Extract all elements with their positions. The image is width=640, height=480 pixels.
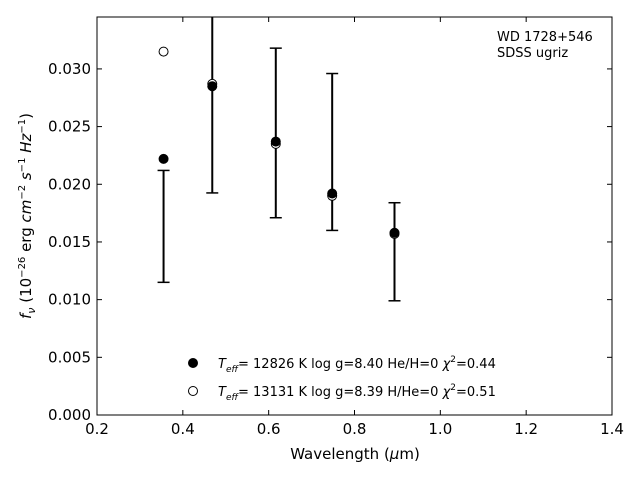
x-tick-label: 1.2 xyxy=(514,420,538,438)
open-marker-1 xyxy=(158,46,169,57)
legend-entry-2: Teff= 13131 K log g=8.39 H/He=0 χ2=0.51 xyxy=(218,383,496,403)
y-tick-label: 0.020 xyxy=(48,175,91,193)
errorbar-1 xyxy=(157,169,170,284)
y-tick-label: 0.010 xyxy=(48,291,91,309)
x-tick-label: 1.0 xyxy=(428,420,452,438)
filled-marker-1 xyxy=(158,153,169,164)
x-tick-label: 1.4 xyxy=(600,420,624,438)
x-tick-label: 0.8 xyxy=(343,420,367,438)
x-axis-label: Wavelength (μm) xyxy=(290,445,420,463)
legend-entry-1: Teff= 12826 K log g=8.40 He/H=0 χ2=0.44 xyxy=(218,355,496,375)
observed-errorbars xyxy=(157,17,401,302)
errorbar-4 xyxy=(326,72,339,232)
annotation-line-2: SDSS ugriz xyxy=(497,46,568,61)
axes-frame xyxy=(96,16,613,416)
y-tick-label: 0.025 xyxy=(48,118,91,136)
x-tick-label: 0.2 xyxy=(85,420,109,438)
y-tick-label: 0.030 xyxy=(48,60,91,78)
annotation: WD 1728+546 SDSS ugriz xyxy=(497,30,593,61)
errorbar-3 xyxy=(269,47,282,219)
y-tick-label: 0.000 xyxy=(48,406,91,424)
legend-marker-open xyxy=(188,386,198,396)
y-tick-label: 0.005 xyxy=(48,348,91,366)
legend-marker-filled xyxy=(188,358,198,368)
x-tick-label: 0.6 xyxy=(257,420,281,438)
filled-marker-3 xyxy=(270,136,281,147)
model-markers xyxy=(158,46,400,239)
x-tick-label: 0.4 xyxy=(171,420,195,438)
filled-marker-4 xyxy=(327,188,338,199)
annotation-line-1: WD 1728+546 xyxy=(497,30,593,45)
y-tick-label: 0.015 xyxy=(48,233,91,251)
errorbar-2 xyxy=(206,17,219,194)
legend: Teff= 12826 K log g=8.40 He/H=0 χ2=0.44 … xyxy=(188,355,496,403)
filled-marker-5 xyxy=(389,227,400,238)
errorbar-5 xyxy=(388,201,401,302)
filled-marker-2 xyxy=(207,81,218,92)
y-axis-label: fν (10−26 erg cm−2 s−1 Hz−1) xyxy=(17,113,38,319)
axes: 0.2 0.4 0.6 0.8 1.0 1.2 1.4 0.000 0.005 0.010 0.01… xyxy=(48,16,624,438)
